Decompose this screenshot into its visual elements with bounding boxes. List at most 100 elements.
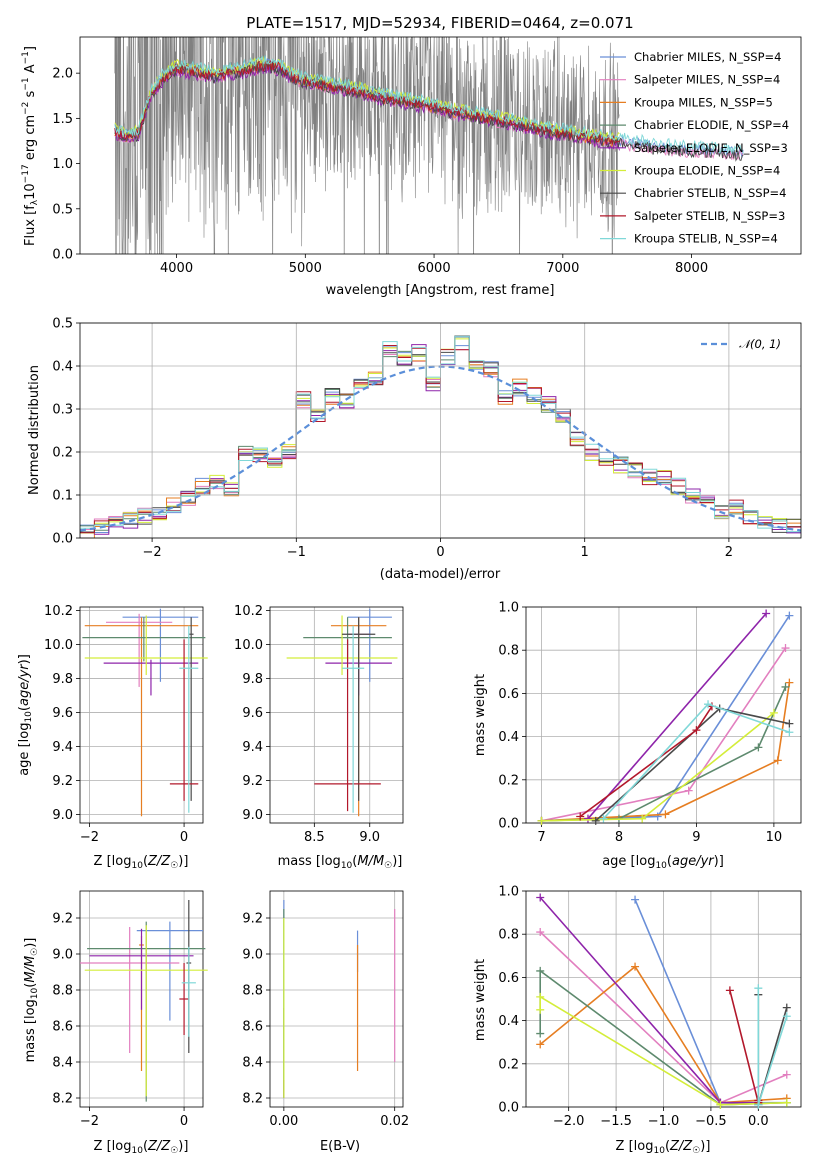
y-tick-label: 0.6	[498, 971, 519, 986]
y-tick-label: 1.0	[498, 885, 519, 900]
x-tick-label: 0.0	[748, 1114, 769, 1129]
mass-vs-ebv-errorbars	[283, 900, 396, 1098]
age-vs-mass-axes: 8.5 9.0 9.0 9.2 9.4 9.6 9.8 10.0 10.2	[234, 604, 404, 845]
y-tick-label: 8.6	[242, 1020, 263, 1035]
y-tick-label: 0.1	[52, 489, 73, 504]
y-tick-label: 9.2	[242, 774, 263, 789]
weight-vs-age-panel: 7 8 9 10 0.0 0.2 0.4 0.6 0.8 1.0 age [log10(age/y…	[473, 601, 802, 871]
weight-point-marker	[536, 992, 545, 1001]
weight-point-marker	[638, 814, 647, 823]
weight-point-marker	[536, 1029, 545, 1038]
axes-frame	[269, 606, 404, 824]
y-tick-label: 9.0	[52, 948, 73, 963]
y-tick-label: 9.4	[52, 740, 73, 755]
weight-point-marker	[631, 895, 640, 904]
x-tick-label: −1	[287, 545, 306, 560]
y-tick-label: 0.0	[52, 532, 73, 547]
weight-point-marker	[661, 810, 670, 819]
legend-label-normal: 𝒩(0, 1)	[739, 337, 781, 351]
weight-point-marker	[537, 816, 546, 825]
weight-point-marker	[684, 786, 693, 795]
weight-vs-metallicity-panel: −2.0 −1.5 −1.0 −0.5 0.0 0.0 0.2 0.4 0.6 0.8 1.0 Z …	[473, 885, 802, 1156]
x-tick-label: 1	[581, 545, 589, 560]
spectrum-title: PLATE=1517, MJD=52934, FIBERID=0464, z=0…	[246, 14, 633, 32]
y-tick-label: 0.4	[52, 360, 73, 375]
weight-series-line	[587, 612, 767, 820]
legend-label: Kroupa STELIB, N_SSP=4	[634, 232, 778, 246]
x-tick-label: 0.00	[269, 1114, 298, 1129]
x-tick-label: 2	[725, 545, 733, 560]
weight-point-marker	[782, 1012, 791, 1021]
axes-frame	[269, 890, 404, 1108]
x-tick-label: 8.5	[304, 830, 325, 845]
axes-frame	[79, 606, 204, 824]
y-tick-label: 0.4	[498, 1014, 519, 1029]
weight-point-marker	[591, 816, 600, 825]
legend-label: Salpeter STELIB, N_SSP=3	[634, 209, 785, 223]
weight-point-marker	[782, 1070, 791, 1079]
spectrum-axes: 4000 5000 6000 7000 8000 0.0 0.5 1.0 1.5 2.0	[52, 36, 802, 276]
residuals-axes: −2 −1 0 1 2 0.0 0.1 0.2 0.3 0.4 0.5	[52, 317, 802, 560]
x-tick-label: −2	[80, 830, 99, 845]
age-vs-mass-xlabel: mass [log10(M/M☉)]	[278, 854, 403, 871]
mass-vs-ebv-panel: 0.00 0.02 8.2 8.4 8.6 8.8 9.0 9.2 E(B-V)	[242, 890, 409, 1154]
x-tick-label: 9.0	[359, 830, 380, 845]
y-tick-label: 8.4	[242, 1056, 263, 1071]
x-tick-label: 0.02	[380, 1114, 409, 1129]
weight-point-marker	[599, 814, 608, 823]
y-tick-label: 0.8	[498, 644, 519, 659]
y-tick-label: 0.0	[498, 1101, 519, 1116]
y-tick-label: 2.0	[52, 67, 73, 82]
y-tick-label: 9.2	[52, 912, 73, 927]
legend-label: Kroupa MILES, N_SSP=5	[634, 95, 773, 109]
weight-point-marker	[762, 609, 771, 618]
y-tick-label: 0.2	[498, 773, 519, 788]
legend-label: Salpeter ELODIE, N_SSP=3	[634, 141, 788, 155]
legend-label: Chabrier ELODIE, N_SSP=4	[634, 118, 789, 132]
weight-vs-age-series	[537, 609, 794, 825]
y-tick-label: 0.5	[52, 317, 73, 332]
weight-point-marker	[536, 966, 545, 975]
y-tick-label: 9.0	[242, 808, 263, 823]
age-vs-metallicity-errorbars	[82, 608, 208, 817]
model-spectrum-line	[114, 55, 744, 154]
age-vs-mass-panel: 8.5 9.0 9.0 9.2 9.4 9.6 9.8 10.0 10.2 mass [log1…	[234, 604, 404, 871]
weight-point-marker	[536, 893, 545, 902]
y-tick-label: 8.6	[52, 1020, 73, 1035]
y-tick-label: 10.2	[44, 604, 73, 619]
x-tick-label: 8	[615, 830, 623, 845]
weight-vs-age-xlabel: age [log10(age/yr)]	[602, 854, 724, 871]
y-tick-label: 0.0	[498, 817, 519, 832]
y-tick-label: 0.2	[52, 446, 73, 461]
y-tick-label: 8.2	[242, 1092, 263, 1107]
mass-vs-metallicity-ylabel: mass [log10(M/M☉)]	[23, 938, 40, 1063]
weight-point-marker	[785, 611, 794, 620]
weight-point-marker	[754, 1100, 763, 1109]
spectrum-legend: Chabrier MILES, N_SSP=4 Salpeter MILES, N…	[600, 50, 789, 246]
model-spectrum-line	[114, 60, 744, 162]
weight-point-marker	[769, 708, 778, 717]
y-tick-label: 8.4	[52, 1056, 73, 1071]
y-tick-label: 9.2	[52, 774, 73, 789]
weight-point-marker	[536, 1005, 545, 1014]
y-tick-label: 1.0	[52, 157, 73, 172]
weight-point-marker	[631, 962, 640, 971]
weight-series-line	[757, 988, 788, 1106]
y-tick-label: 9.8	[242, 672, 263, 687]
weight-vs-age-axes: 7 8 9 10 0.0 0.2 0.4 0.6 0.8 1.0	[498, 601, 802, 845]
residuals-ylabel: Normed distribution	[27, 365, 42, 495]
weight-point-marker	[754, 984, 763, 993]
weight-series-line	[729, 990, 760, 1103]
weight-point-marker	[583, 814, 592, 823]
legend-label: Chabrier STELIB, N_SSP=4	[634, 186, 786, 200]
weight-point-marker	[576, 812, 585, 821]
x-tick-label: 8000	[675, 261, 708, 276]
weight-point-marker	[781, 682, 790, 691]
mass-vs-metallicity-axes: −2 0 8.2 8.4 8.6 8.8 9.0 9.2	[52, 890, 204, 1129]
x-tick-label: −2	[143, 545, 162, 560]
weight-point-marker	[653, 812, 662, 821]
mass-vs-ebv-xlabel: E(B-V)	[320, 1139, 360, 1154]
residuals-legend: 𝒩(0, 1)	[701, 337, 781, 351]
weight-point-marker	[773, 756, 782, 765]
age-vs-metallicity-axes: −2 0 9.0 9.2 9.4 9.6 9.8 10.0 10.2	[44, 604, 204, 845]
